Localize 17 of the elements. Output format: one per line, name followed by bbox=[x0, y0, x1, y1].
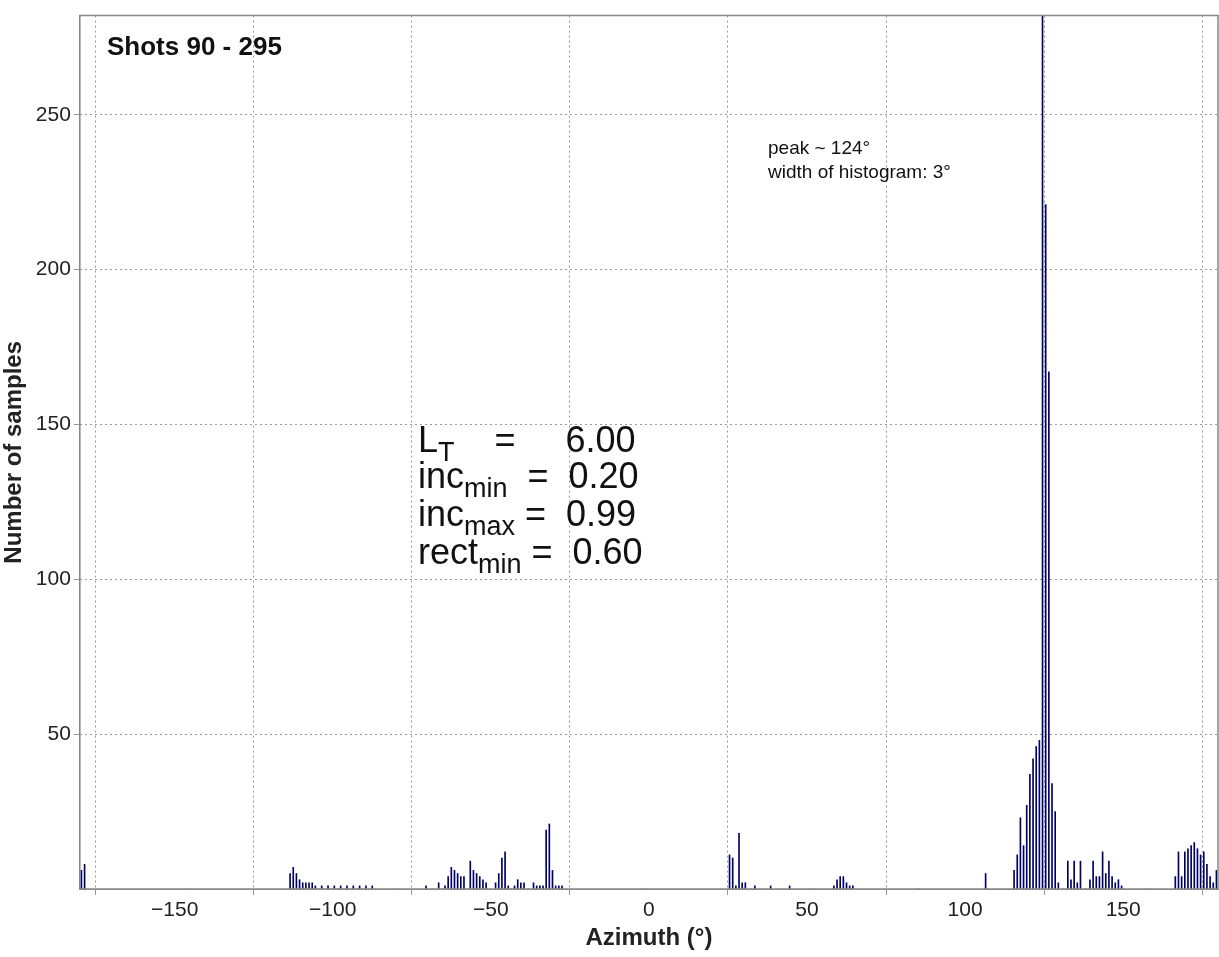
y-tick-label: 50 bbox=[47, 720, 71, 744]
y-axis-title: Number of samples bbox=[0, 340, 27, 564]
y-tick-label: 250 bbox=[35, 101, 71, 125]
x-tick-label: 150 bbox=[1105, 897, 1141, 921]
x-tick-label: 0 bbox=[643, 897, 655, 921]
annotation: peak ~ 124° bbox=[768, 137, 871, 158]
x-tick-label: 50 bbox=[795, 897, 819, 921]
annotation: Shots 90 - 295 bbox=[107, 31, 282, 61]
x-tick-label: 100 bbox=[947, 897, 983, 921]
y-tick-label: 100 bbox=[35, 566, 71, 590]
x-axis-title: Azimuth (°) bbox=[585, 923, 713, 951]
x-tick-label: −100 bbox=[309, 897, 357, 921]
y-tick-label: 150 bbox=[35, 411, 71, 435]
annotation: width of histogram: 3° bbox=[768, 161, 951, 182]
x-tick-label: −150 bbox=[151, 897, 199, 921]
x-tick-label: −50 bbox=[473, 897, 509, 921]
y-tick-label: 200 bbox=[35, 256, 71, 280]
